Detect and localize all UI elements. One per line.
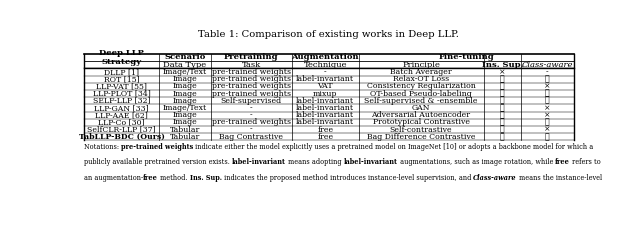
Text: LLP-PLOT [34]: LLP-PLOT [34] xyxy=(93,90,150,98)
Text: ROT [15]: ROT [15] xyxy=(104,75,140,83)
Text: an augmentation-: an augmentation- xyxy=(84,173,143,182)
Text: Notations:: Notations: xyxy=(84,143,121,151)
Text: Deep LLP
Strategy: Deep LLP Strategy xyxy=(99,49,144,66)
Text: Technique: Technique xyxy=(303,61,347,69)
Text: ✓: ✓ xyxy=(500,133,505,141)
Text: ×: × xyxy=(499,68,506,76)
Text: ✓: ✓ xyxy=(500,82,505,90)
Text: Bag Contrastive: Bag Contrastive xyxy=(220,133,284,141)
Text: ✓: ✓ xyxy=(545,75,550,83)
Text: Augmentation: Augmentation xyxy=(291,54,359,61)
Text: Self-supervised: Self-supervised xyxy=(221,97,282,105)
Text: Class-aware: Class-aware xyxy=(473,173,516,182)
Text: Tabular: Tabular xyxy=(170,133,200,141)
Text: Image: Image xyxy=(173,111,197,119)
Text: free: free xyxy=(317,126,333,134)
Text: ✓: ✓ xyxy=(500,75,505,83)
Text: Data Type: Data Type xyxy=(163,61,207,69)
Text: LLP-VAT [55]: LLP-VAT [55] xyxy=(96,82,147,90)
Text: Adversarial Autoencoder: Adversarial Autoencoder xyxy=(371,111,470,119)
Text: GAN: GAN xyxy=(412,104,430,112)
Text: Image: Image xyxy=(173,97,197,105)
Text: pre-trained weights: pre-trained weights xyxy=(121,143,193,151)
Text: Task: Task xyxy=(241,61,261,69)
Text: means the instance-level: means the instance-level xyxy=(516,173,602,182)
Text: free: free xyxy=(143,173,158,182)
Text: ×: × xyxy=(544,82,550,90)
Text: ✓: ✓ xyxy=(500,111,505,119)
Text: LLP-Co [30]: LLP-Co [30] xyxy=(99,118,145,126)
Text: ✓: ✓ xyxy=(545,97,550,105)
Text: pre-trained weights: pre-trained weights xyxy=(212,68,291,76)
Text: ×: × xyxy=(544,126,550,134)
Text: Bag Difference Contrastive: Bag Difference Contrastive xyxy=(367,133,476,141)
Text: Scenario: Scenario xyxy=(164,54,205,61)
Text: ✓: ✓ xyxy=(545,90,550,98)
Text: free: free xyxy=(317,133,333,141)
Text: label-invariant: label-invariant xyxy=(296,97,355,105)
Text: pre-trained weights: pre-trained weights xyxy=(212,82,291,90)
Text: TabLLP-BDC (Ours): TabLLP-BDC (Ours) xyxy=(79,133,164,141)
Text: publicly available pretrained version exists.: publicly available pretrained version ex… xyxy=(84,158,232,166)
Text: Self-contrastive: Self-contrastive xyxy=(390,126,452,134)
Text: SelfCLR-LLP [37]: SelfCLR-LLP [37] xyxy=(88,126,156,134)
Text: LLP-AAE [62]: LLP-AAE [62] xyxy=(95,111,148,119)
Text: Image: Image xyxy=(173,75,197,83)
Text: refers to: refers to xyxy=(570,158,601,166)
Text: Image/Text: Image/Text xyxy=(163,68,207,76)
Text: mixup: mixup xyxy=(313,90,337,98)
Text: free: free xyxy=(556,158,570,166)
Text: ×: × xyxy=(544,111,550,119)
Text: label-invariant: label-invariant xyxy=(296,104,355,112)
Text: VAT: VAT xyxy=(317,82,333,90)
Text: Table 1: Comparison of existing works in Deep LLP.: Table 1: Comparison of existing works in… xyxy=(198,30,458,39)
Text: label-invariant: label-invariant xyxy=(344,158,397,166)
Text: Ins. Sup.: Ins. Sup. xyxy=(482,61,523,69)
Text: Fine-tuning: Fine-tuning xyxy=(438,54,494,61)
Text: label-invariant: label-invariant xyxy=(296,75,355,83)
Text: OT-based Pseudo-labeling: OT-based Pseudo-labeling xyxy=(370,90,472,98)
Text: ✓: ✓ xyxy=(500,97,505,105)
Text: LLP-GAN [33]: LLP-GAN [33] xyxy=(95,104,149,112)
Text: pre-trained weights: pre-trained weights xyxy=(212,90,291,98)
Text: ✓: ✓ xyxy=(500,90,505,98)
Text: Tabular: Tabular xyxy=(170,126,200,134)
Text: Batch Averager: Batch Averager xyxy=(390,68,452,76)
Text: label-invariant: label-invariant xyxy=(296,111,355,119)
Text: -: - xyxy=(250,126,253,134)
Text: method.: method. xyxy=(158,173,189,182)
Text: label-invariant: label-invariant xyxy=(232,158,286,166)
Text: -: - xyxy=(250,111,253,119)
Text: Class-aware: Class-aware xyxy=(522,61,573,69)
Text: DLLP [1]: DLLP [1] xyxy=(104,68,140,76)
Text: pre-trained weights: pre-trained weights xyxy=(212,75,291,83)
Text: ×: × xyxy=(544,104,550,112)
Text: Image/Text: Image/Text xyxy=(163,104,207,112)
Text: ✓: ✓ xyxy=(500,104,505,112)
Text: Ins. Sup.: Ins. Sup. xyxy=(189,173,221,182)
Text: SELF-LLP [32]: SELF-LLP [32] xyxy=(93,97,150,105)
Text: ✓: ✓ xyxy=(545,133,550,141)
Text: Image: Image xyxy=(173,118,197,126)
Text: -: - xyxy=(546,68,548,76)
Text: Pretraining: Pretraining xyxy=(224,54,278,61)
Text: indicate either the model explicitly uses a pretrained model on ImageNet [10] or: indicate either the model explicitly use… xyxy=(193,143,594,151)
Text: Prototypical Contrastive: Prototypical Contrastive xyxy=(372,118,470,126)
Text: ✓: ✓ xyxy=(500,126,505,134)
Text: augmentations, such as image rotation, while: augmentations, such as image rotation, w… xyxy=(397,158,556,166)
Text: -: - xyxy=(324,68,326,76)
Text: pre-trained weights: pre-trained weights xyxy=(212,118,291,126)
Text: Image: Image xyxy=(173,90,197,98)
Text: ✓: ✓ xyxy=(500,118,505,126)
Text: ✓: ✓ xyxy=(545,118,550,126)
Text: indicates the proposed method introduces instance-level supervision, and: indicates the proposed method introduces… xyxy=(221,173,473,182)
Text: Relax-OT Loss: Relax-OT Loss xyxy=(393,75,449,83)
Text: Image: Image xyxy=(173,82,197,90)
Text: Self-supervised & -ensemble: Self-supervised & -ensemble xyxy=(364,97,478,105)
Text: Principle: Principle xyxy=(402,61,440,69)
Text: -: - xyxy=(250,104,253,112)
Text: Consistency Regularization: Consistency Regularization xyxy=(367,82,476,90)
Text: means adopting: means adopting xyxy=(286,158,344,166)
Text: label-invariant: label-invariant xyxy=(296,118,355,126)
